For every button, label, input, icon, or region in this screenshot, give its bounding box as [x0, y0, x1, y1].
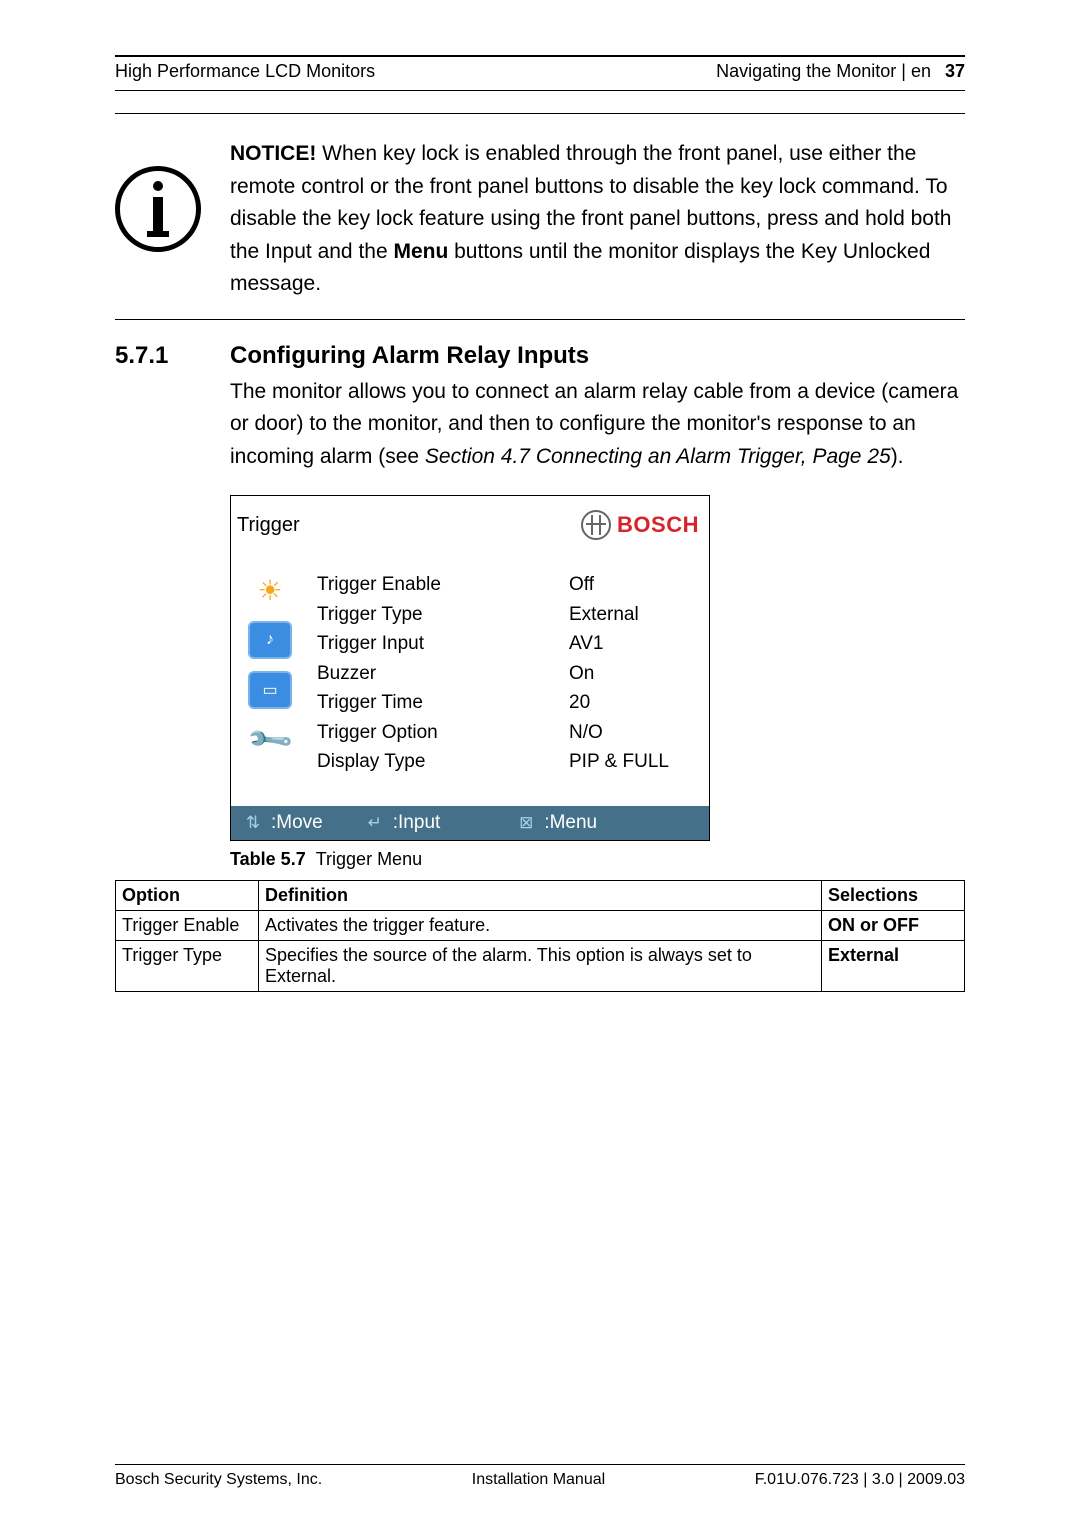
audio-icon: ♪	[247, 620, 293, 660]
osd-value: Off	[569, 570, 699, 599]
caption-text: Trigger Menu	[316, 849, 422, 869]
osd-label: Trigger Type	[317, 600, 551, 629]
footer-center: Installation Manual	[472, 1471, 605, 1489]
close-icon: ⊠	[516, 813, 536, 833]
enter-icon: ↵	[365, 813, 385, 833]
section-body: The monitor allows you to connect an ala…	[230, 376, 965, 474]
notice-text: NOTICE! When key lock is enabled through…	[230, 138, 965, 301]
osd-label: Trigger Enable	[317, 570, 551, 599]
page-footer: Bosch Security Systems, Inc. Installatio…	[115, 1464, 965, 1489]
osd-label: Trigger Input	[317, 629, 551, 658]
osd-input-label: :Input	[393, 812, 441, 834]
section-ref: Section 4.7 Connecting an Alarm Trigger,…	[425, 445, 891, 468]
section-number: 5.7.1	[115, 342, 230, 871]
td-sel-bold: External	[828, 945, 899, 965]
td-option: Trigger Enable	[116, 911, 259, 941]
options-table: Option Definition Selections Trigger Ena…	[115, 880, 965, 992]
osd-label: Buzzer	[317, 659, 551, 688]
table-row: Trigger Type Specifies the source of the…	[116, 941, 965, 992]
osd-label: Display Type	[317, 747, 551, 776]
settings-icon: 🔧	[240, 710, 301, 770]
osd-bottom-bar: ⇅ :Move ↵ :Input ⊠ :Menu	[231, 806, 709, 840]
td-selections: External	[822, 941, 965, 992]
osd-label: Trigger Time	[317, 688, 551, 717]
footer-right: F.01U.076.723 | 3.0 | 2009.03	[755, 1471, 965, 1489]
osd-value: AV1	[569, 629, 699, 658]
section-title: Configuring Alarm Relay Inputs	[230, 342, 965, 370]
osd-menu: Trigger BOSCH ☀ ♪ ▭ 🔧 Trigger Enable	[230, 495, 710, 841]
notice-rule-top	[115, 113, 965, 114]
section-after-ref: ).	[891, 445, 904, 468]
notice-label: NOTICE!	[230, 142, 316, 165]
osd-value: PIP & FULL	[569, 747, 699, 776]
osd-value: N/O	[569, 718, 699, 747]
notice-rule-bottom	[115, 319, 965, 320]
pip-icon: ▭	[247, 670, 293, 710]
notice-block: NOTICE! When key lock is enabled through…	[115, 138, 965, 301]
header-rule-bottom	[115, 90, 965, 91]
header-left: High Performance LCD Monitors	[115, 61, 375, 82]
osd-value: 20	[569, 688, 699, 717]
osd-title: Trigger	[237, 514, 300, 537]
osd-value: External	[569, 600, 699, 629]
th-definition: Definition	[259, 881, 822, 911]
td-definition: Activates the trigger feature.	[259, 911, 822, 941]
osd-menu-label: :Menu	[544, 812, 597, 834]
osd-label: Trigger Option	[317, 718, 551, 747]
td-option: Trigger Type	[116, 941, 259, 992]
osd-labels: Trigger Enable Trigger Type Trigger Inpu…	[317, 570, 551, 776]
osd-sidebar-icons: ☀ ♪ ▭ 🔧	[241, 570, 299, 776]
bosch-logo: BOSCH	[581, 510, 699, 540]
table-row: Trigger Enable Activates the trigger fea…	[116, 911, 965, 941]
th-option: Option	[116, 881, 259, 911]
bosch-text: BOSCH	[617, 512, 699, 538]
section: 5.7.1 Configuring Alarm Relay Inputs The…	[115, 342, 965, 871]
info-icon	[115, 138, 230, 252]
osd-value: On	[569, 659, 699, 688]
header-right: Navigating the Monitor | en	[716, 61, 931, 82]
page-header: High Performance LCD Monitors Navigating…	[115, 57, 965, 90]
bosch-mark-icon	[581, 510, 611, 540]
updown-icon: ⇅	[243, 813, 263, 833]
osd-values: Off External AV1 On 20 N/O PIP & FULL	[569, 570, 699, 776]
td-definition: Specifies the source of the alarm. This …	[259, 941, 822, 992]
notice-bold-word: Menu	[393, 240, 448, 263]
caption-label: Table 5.7	[230, 849, 306, 869]
td-sel-bold: ON or OFF	[828, 915, 919, 935]
page-number: 37	[945, 61, 965, 82]
th-selections: Selections	[822, 881, 965, 911]
td-selections: ON or OFF	[822, 911, 965, 941]
osd-move-label: :Move	[271, 812, 323, 834]
footer-left: Bosch Security Systems, Inc.	[115, 1471, 322, 1489]
brightness-icon: ☀	[247, 570, 293, 610]
table-caption: Table 5.7 Trigger Menu	[230, 849, 965, 870]
